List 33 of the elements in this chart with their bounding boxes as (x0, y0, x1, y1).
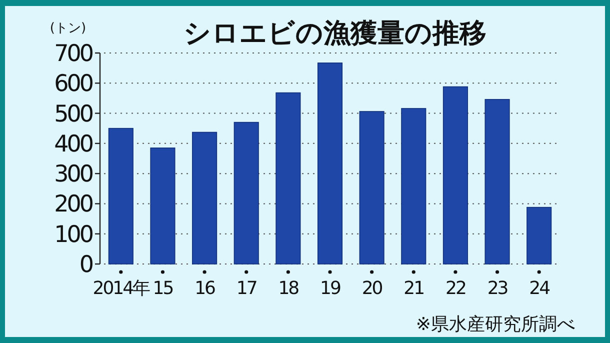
y-tick-label: 100 (54, 222, 94, 248)
x-tick-label: 23 (487, 278, 508, 299)
bar (442, 86, 468, 264)
text: ※県水産研究所調べ (416, 314, 575, 335)
y-tick-label: 500 (54, 101, 94, 128)
x-tick-label: 19 (320, 278, 341, 299)
y-tick-label: 600 (54, 71, 94, 98)
y-tick-label: 300 (54, 162, 94, 188)
x-tick-label: 17 (236, 278, 256, 299)
y-tick-label: 200 (54, 192, 94, 218)
bar (234, 122, 259, 264)
x-tick-label: 22 (446, 278, 466, 299)
y-tick-label: 700 (54, 41, 94, 67)
bar (359, 111, 384, 264)
y-axis-title: (トン) (50, 21, 86, 36)
bar (192, 132, 218, 264)
y-tick-label: 0 (79, 252, 94, 278)
x-tick-label: 20 (362, 278, 383, 299)
bar (150, 148, 176, 264)
bar (108, 128, 134, 264)
bar (317, 62, 343, 264)
bar (276, 92, 301, 264)
x-tick-label: 2014年 (92, 278, 151, 299)
x-tick-label: 18 (278, 278, 300, 299)
x-tick-label: 16 (194, 278, 216, 299)
bar (526, 206, 552, 264)
y-tick-label: 400 (54, 131, 94, 158)
bar (484, 99, 510, 264)
x-tick-label: 15 (152, 278, 173, 299)
chart-title: シロエビの漁獲量の推移 (184, 18, 486, 49)
bar (401, 108, 426, 264)
x-tick-label: 21 (404, 278, 424, 299)
x-tick-label: 24 (529, 278, 550, 299)
